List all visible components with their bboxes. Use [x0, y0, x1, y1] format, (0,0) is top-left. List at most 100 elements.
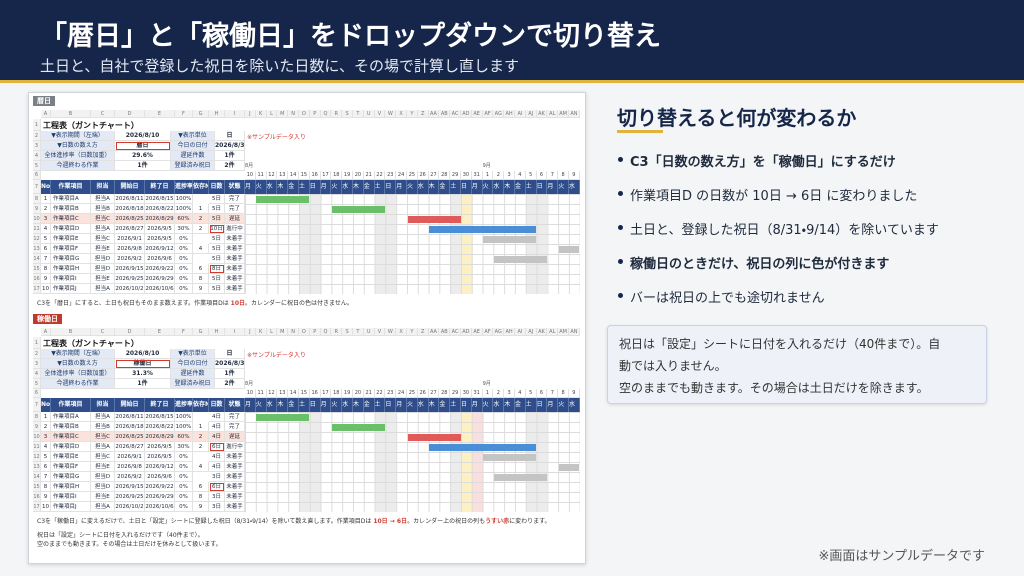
task-cell: 担当E — [91, 492, 115, 502]
day-number: 25 — [407, 171, 418, 180]
note-line: 空のままでも動きます。その場合は土日だけを除きます。 — [619, 381, 929, 395]
task-cell: 未着手 — [225, 462, 245, 472]
task-cell: 未着手 — [225, 244, 245, 254]
row-number: 16 — [33, 274, 41, 284]
footer-note: ※画面はサンプルデータです — [818, 549, 985, 564]
task-cell: 9 — [41, 492, 51, 502]
task-cell: 作業項目E — [51, 234, 91, 244]
task-cell: 9 — [41, 274, 51, 284]
row-number: 15 — [33, 264, 41, 274]
column-header: 依存No — [193, 180, 209, 194]
column-header: No — [41, 398, 51, 412]
bullet-text: 土日と、登録した祝日（8/31・9/14）を除いています — [630, 223, 939, 238]
column-letter: I — [225, 110, 245, 118]
info-label: 遅延件数 — [171, 369, 215, 379]
column-letter: K — [255, 328, 267, 336]
task-cell: 2 — [193, 224, 209, 234]
column-letter: Z — [417, 328, 429, 336]
gantt-bar — [256, 413, 310, 421]
task-cell: 5日 — [209, 284, 225, 294]
column-letter: F — [175, 328, 193, 336]
column-letter: T — [353, 110, 364, 118]
task-cell: 未着手 — [225, 264, 245, 274]
task-cell: 5日 — [209, 274, 225, 284]
day-number: 23 — [385, 171, 397, 180]
task-cell: 作業項目G — [51, 472, 91, 482]
column-letter: N — [288, 328, 299, 336]
task-cell: 担当A — [91, 502, 115, 512]
day-number: 17 — [320, 171, 332, 180]
bullet-dot — [618, 259, 623, 264]
task-cell: 7 — [41, 472, 51, 482]
task-cell: 0% — [175, 254, 193, 264]
info-label: 登録済み祝日 — [171, 379, 215, 389]
task-cell: 8 — [193, 492, 209, 502]
task-cell: 4 — [193, 244, 209, 254]
column-letter: F — [175, 110, 193, 118]
task-cell: 2 — [193, 442, 209, 452]
task-cell: 4 — [41, 224, 51, 234]
column-letter: AG — [493, 110, 505, 118]
info-value: 1件 — [215, 369, 245, 379]
row-number: 11 — [33, 442, 41, 452]
column-header: 終了日 — [145, 180, 175, 194]
info-label: ▼日数の数え方 — [41, 141, 115, 151]
weekday: 水 — [342, 180, 353, 194]
column-letter: L — [266, 110, 278, 118]
bullet-text: 作業項目D の日数が 10日 → 6日 に変わりました — [630, 189, 918, 204]
column-letter: AM — [558, 328, 569, 336]
day-number: 18 — [331, 171, 343, 180]
column-header: 作業項目 — [51, 180, 91, 194]
row-number: 15 — [33, 482, 41, 492]
column-letter: AI — [515, 110, 526, 118]
task-cell: 2026/9/6 — [145, 472, 175, 482]
day-number: 10 — [245, 389, 256, 398]
task-cell: 2026/9/5 — [145, 452, 175, 462]
sheet-title: 工程表（ガントチャート） — [43, 339, 139, 348]
task-cell: 2026/10/2 — [115, 284, 145, 294]
task-cell: 0% — [175, 244, 193, 254]
column-letter: A — [41, 110, 51, 118]
title: 「暦日」と「稼働日」をドロップダウンで切り替え — [40, 21, 661, 52]
task-cell: 2026/8/15 — [145, 194, 175, 204]
weekday: 木 — [504, 180, 515, 194]
info-value: 2件 — [215, 379, 245, 389]
task-cell: 2026/8/25 — [115, 214, 145, 224]
task-cell: 未着手 — [225, 274, 245, 284]
task-cell: 遅延 — [225, 432, 245, 442]
task-cell: 100% — [175, 412, 193, 422]
row-number: 5 — [33, 161, 41, 171]
task-cell: 2026/8/11 — [115, 194, 145, 204]
task-cell: 2026/9/2 — [115, 472, 145, 482]
weekday: 金 — [515, 398, 526, 412]
info-value: 2件 — [215, 161, 245, 171]
column-letter: X — [396, 328, 407, 336]
weekday: 水 — [266, 180, 278, 194]
task-cell: 7 — [41, 254, 51, 264]
task-cell: 0% — [175, 284, 193, 294]
gantt-bar — [483, 235, 537, 243]
header-band: 「暦日」と「稼働日」をドロップダウンで切り替え 土日と、自社で登録した祝日を除い… — [0, 0, 1024, 80]
column-letter: AA — [428, 110, 440, 118]
column-letter: AF — [482, 110, 494, 118]
column-letter: S — [342, 110, 353, 118]
column-letter: U — [363, 110, 375, 118]
weekday: 月 — [320, 180, 332, 194]
row-number: 8 — [33, 194, 41, 204]
task-cell: 作業項目H — [51, 482, 91, 492]
column-letter: AB — [439, 328, 451, 336]
weekday: 土 — [374, 398, 386, 412]
column-letter: AK — [536, 110, 548, 118]
day-number: 29 — [450, 171, 461, 180]
note-box: 祝日は「設定」シートに日付を入れるだけ（40件まで）。自 動では入りません。 空のま… — [607, 325, 987, 404]
task-cell: 未着手 — [225, 284, 245, 294]
day-number: 12 — [266, 171, 278, 180]
gantt-grid — [245, 412, 580, 512]
column-letter: O — [299, 110, 310, 118]
day-number: 14 — [288, 171, 299, 180]
day-number: 1 — [482, 171, 494, 180]
day-number: 7 — [547, 389, 559, 398]
day-number: 31 — [471, 389, 483, 398]
task-cell: 作業項目C — [51, 432, 91, 442]
weekday: 木 — [428, 180, 440, 194]
